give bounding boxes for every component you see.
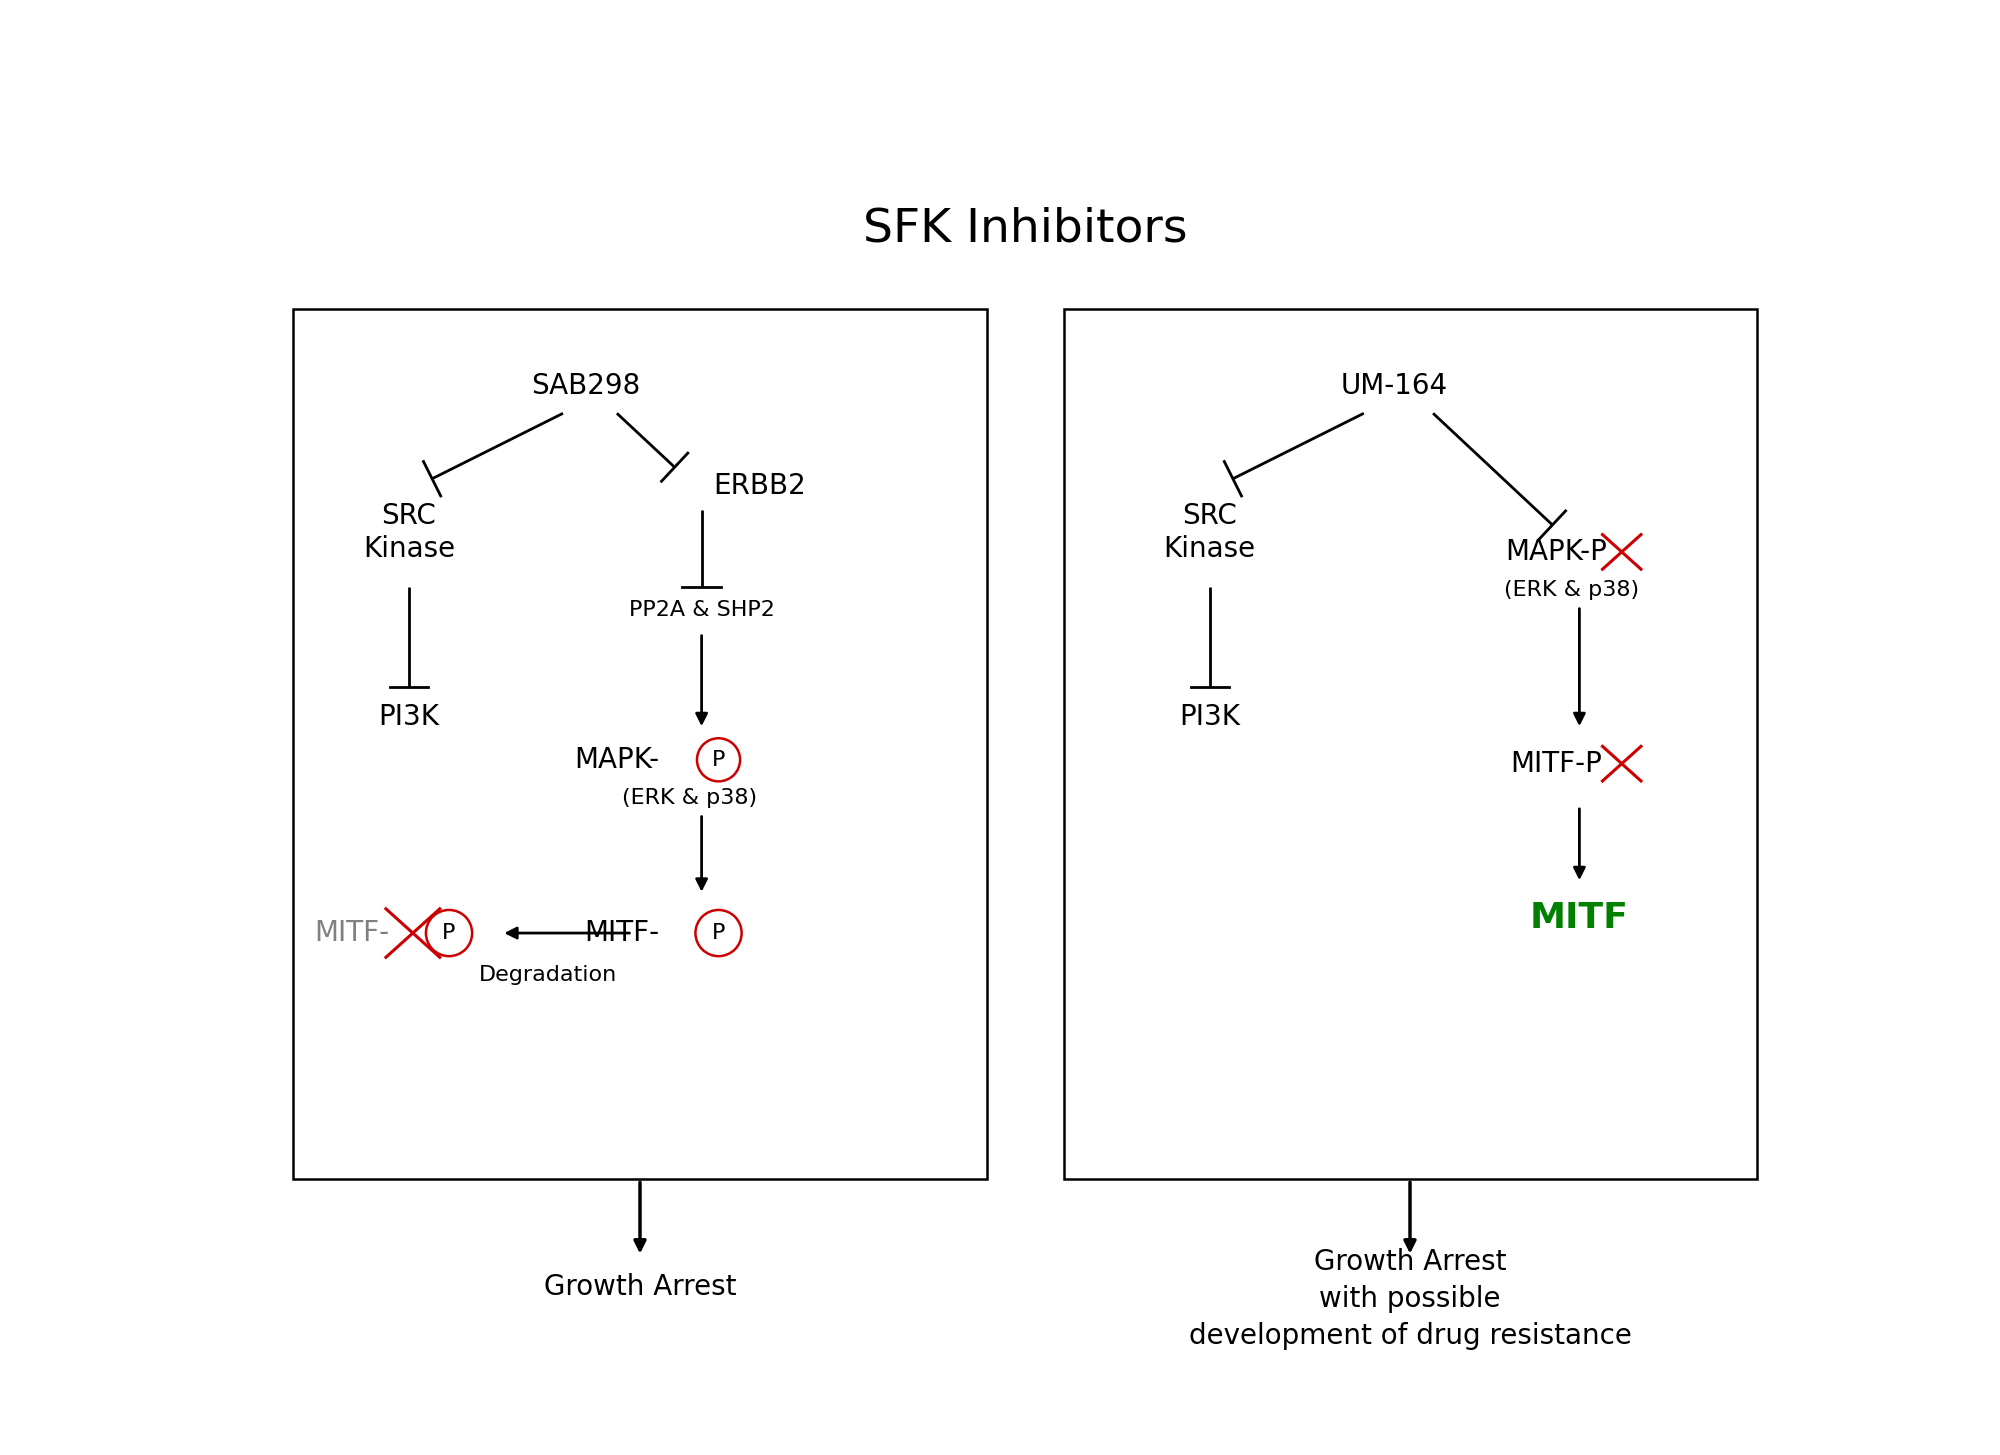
- Text: MAPK-P: MAPK-P: [1506, 538, 1608, 566]
- Text: Growth Arrest: Growth Arrest: [544, 1273, 736, 1301]
- Text: MITF-P: MITF-P: [1510, 749, 1602, 777]
- Text: SRC
Kinase: SRC Kinase: [1164, 502, 1256, 563]
- Text: P: P: [712, 749, 726, 770]
- Text: P: P: [442, 922, 456, 943]
- Text: MITF: MITF: [1530, 901, 1628, 934]
- Text: MAPK-: MAPK-: [574, 746, 660, 774]
- Text: UM-164: UM-164: [1342, 372, 1448, 400]
- Text: SAB298: SAB298: [532, 372, 640, 400]
- Text: (ERK & p38): (ERK & p38): [622, 789, 758, 809]
- Text: (ERK & p38): (ERK & p38): [1504, 581, 1640, 601]
- Text: Degradation: Degradation: [478, 966, 616, 985]
- Text: PI3K: PI3K: [378, 703, 440, 732]
- Bar: [1064, 310, 1756, 1180]
- Bar: [294, 310, 986, 1180]
- Text: PI3K: PI3K: [1180, 703, 1240, 732]
- Text: SFK Inhibitors: SFK Inhibitors: [862, 207, 1188, 252]
- Text: ERBB2: ERBB2: [714, 473, 806, 501]
- Text: MITF-: MITF-: [314, 920, 390, 947]
- Text: MITF-: MITF-: [584, 920, 660, 947]
- Text: P: P: [712, 922, 726, 943]
- Text: SRC
Kinase: SRC Kinase: [362, 502, 456, 563]
- Text: PP2A & SHP2: PP2A & SHP2: [628, 599, 774, 620]
- Text: Growth Arrest
with possible
development of drug resistance: Growth Arrest with possible development …: [1188, 1248, 1632, 1350]
